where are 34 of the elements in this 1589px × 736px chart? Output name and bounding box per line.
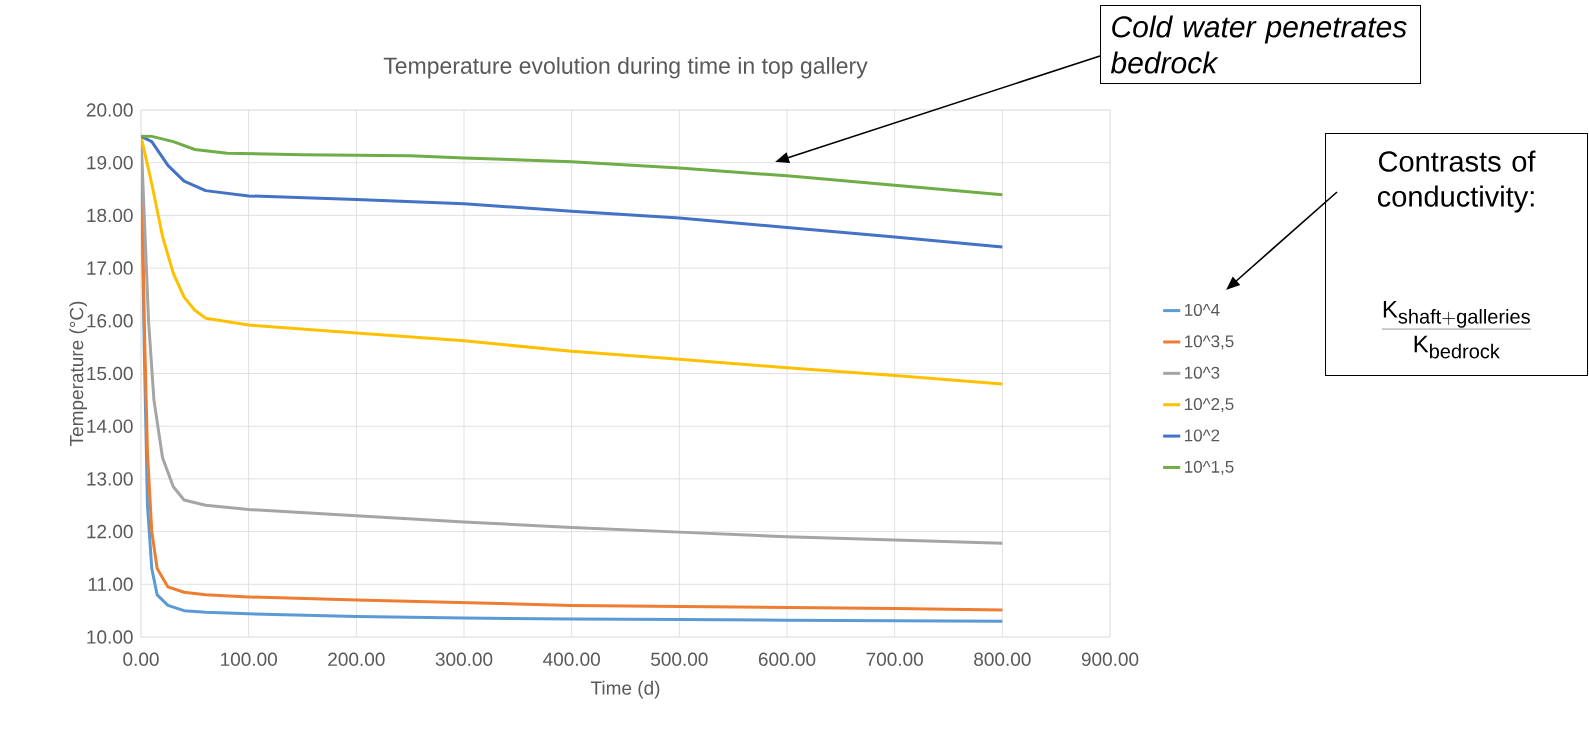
y-tick-label: 18.00	[87, 208, 133, 223]
y-tick-label: 10.00	[87, 630, 133, 644]
x-tick-label: 900.00	[1081, 652, 1139, 666]
x-tick-label: 200.00	[328, 652, 385, 666]
x-tick-label: 600.00	[758, 652, 816, 666]
legend-label: 10^2,5	[1185, 398, 1234, 413]
x-tick-label: 300.00	[435, 652, 493, 666]
chart-title: Temperature evolution during time in top gallery	[383, 57, 868, 79]
text: Contrasts of conductivity:	[1377, 150, 1536, 213]
x-tick-label: 700.00	[866, 652, 923, 666]
x-tick-label: 100.00	[221, 652, 277, 666]
y-tick-label: 13.00	[87, 472, 133, 486]
legend-label: 10^3	[1185, 366, 1220, 379]
legend-label: 10^2	[1185, 429, 1220, 442]
y-tick-label: 11.00	[88, 577, 133, 592]
text: Cold water penetrates bedrock	[1110, 15, 1407, 74]
y-tick-label: 15.00	[87, 366, 133, 381]
y-tick-label: 19.00	[87, 155, 133, 170]
x-tick-label: 500.00	[651, 652, 708, 666]
y-tick-label: 16.00	[87, 314, 133, 328]
x-tick-label: 800.00	[974, 652, 1031, 666]
x-tick-label: 0.00	[123, 652, 159, 666]
y-tick-label: 14.00	[87, 419, 133, 433]
y-tick-label: 20.00	[86, 103, 133, 117]
legend-label: 10^4	[1185, 303, 1220, 316]
y-axis-title: Temperature (°C)	[69, 301, 88, 447]
legend-label: 10^3,5	[1185, 335, 1234, 350]
text: $\frac{K_{shaft+galleries}}{K_{bedrock}}$	[1381, 301, 1532, 359]
y-tick-label: 12.00	[87, 524, 133, 539]
y-tick-label: 17.00	[87, 261, 133, 275]
line-series	[141, 134, 1004, 197]
x-tick-label: 400.00	[543, 652, 600, 666]
x-axis-title: Time (d)	[590, 680, 660, 699]
legend-label: 10^1,5	[1185, 460, 1234, 475]
